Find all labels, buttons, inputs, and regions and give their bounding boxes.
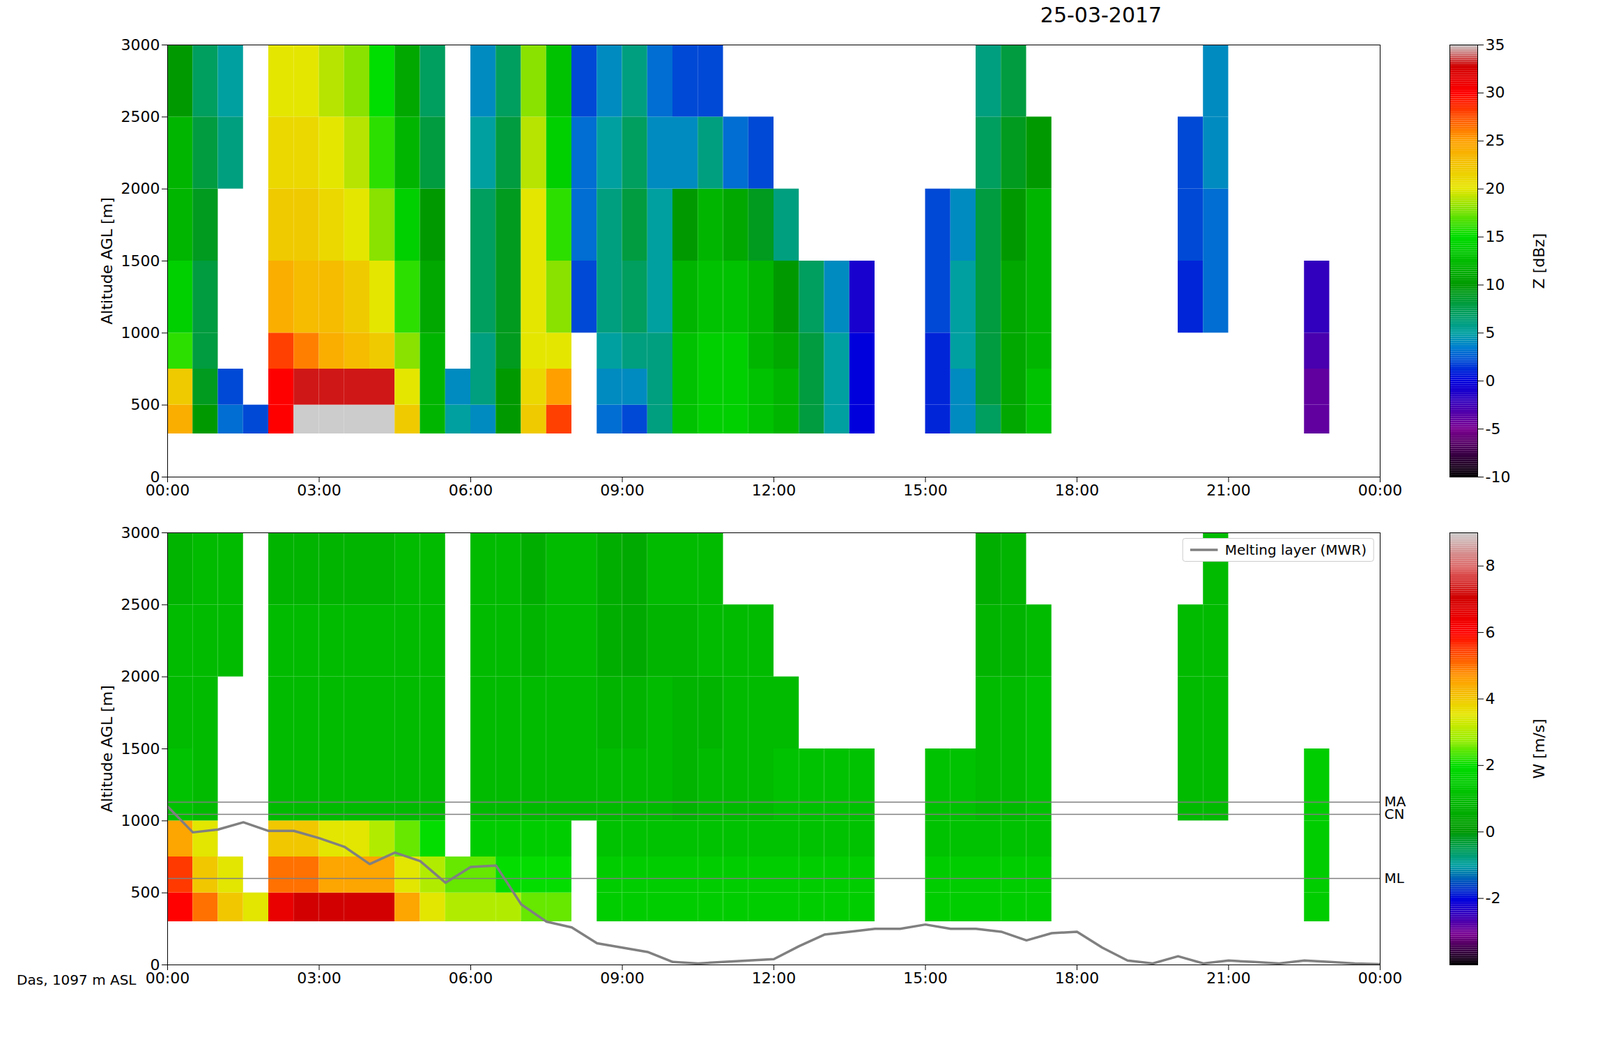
svg-text:3000: 3000	[121, 524, 161, 542]
svg-text:8: 8	[1485, 556, 1496, 575]
svg-text:MA: MA	[1384, 793, 1406, 811]
svg-text:-10: -10	[1485, 468, 1511, 486]
svg-text:W [m/s]: W [m/s]	[1530, 718, 1548, 779]
svg-text:00:00: 00:00	[145, 481, 190, 499]
svg-text:2500: 2500	[121, 595, 161, 614]
svg-text:03:00: 03:00	[296, 969, 341, 987]
html-text:Melting layer (MWR): Melting layer (MWR)	[1224, 541, 1367, 559]
svg-text:15:00: 15:00	[903, 969, 948, 987]
svg-text:1500: 1500	[121, 252, 161, 270]
svg-text:15: 15	[1485, 227, 1506, 246]
svg-text:18:00: 18:00	[1055, 969, 1099, 987]
svg-text:06:00: 06:00	[448, 481, 493, 499]
svg-text:CN: CN	[1384, 805, 1405, 823]
svg-text:3000: 3000	[121, 36, 161, 54]
svg-text:Das, 1097 m ASL: Das, 1097 m ASL	[16, 971, 137, 989]
svg-text:1000: 1000	[121, 324, 161, 342]
svg-text:09:00: 09:00	[600, 969, 644, 987]
svg-text:5: 5	[1485, 324, 1496, 342]
svg-text:0: 0	[1485, 822, 1496, 841]
svg-text:25: 25	[1485, 131, 1506, 150]
svg-text:4: 4	[1485, 689, 1496, 708]
svg-text:2: 2	[1485, 756, 1496, 774]
svg-text:10: 10	[1485, 275, 1506, 294]
svg-text:500: 500	[131, 395, 161, 414]
svg-text:-2: -2	[1485, 889, 1502, 907]
svg-text:00:00: 00:00	[145, 969, 190, 987]
svg-text:15:00: 15:00	[903, 481, 948, 499]
svg-text:Z [dBz]: Z [dBz]	[1530, 233, 1548, 290]
svg-text:1500: 1500	[121, 740, 161, 758]
svg-text:2500: 2500	[121, 108, 161, 126]
svg-text:06:00: 06:00	[448, 969, 493, 987]
svg-text:35: 35	[1485, 36, 1506, 54]
svg-text:12:00: 12:00	[751, 969, 796, 987]
svg-text:21:00: 21:00	[1206, 969, 1251, 987]
svg-text:00:00: 00:00	[1358, 969, 1403, 987]
svg-text:30: 30	[1485, 83, 1506, 102]
svg-text:500: 500	[131, 883, 161, 902]
svg-text:2000: 2000	[121, 179, 161, 198]
svg-text:09:00: 09:00	[600, 481, 644, 499]
svg-text:18:00: 18:00	[1055, 481, 1099, 499]
svg-text:6: 6	[1485, 623, 1496, 642]
svg-text:2000: 2000	[121, 667, 161, 686]
svg-text:12:00: 12:00	[751, 481, 796, 499]
svg-text:20: 20	[1485, 179, 1506, 198]
html-text:25-03-2017: 25-03-2017	[1040, 2, 1162, 28]
svg-text:Altitude AGL [m]: Altitude AGL [m]	[98, 685, 116, 813]
svg-text:0: 0	[150, 955, 160, 974]
svg-text:Altitude AGL [m]: Altitude AGL [m]	[98, 197, 116, 325]
svg-text:ML: ML	[1384, 869, 1405, 887]
svg-text:0: 0	[1485, 372, 1496, 390]
svg-text:00:00: 00:00	[1358, 481, 1403, 499]
svg-text:-5: -5	[1485, 420, 1502, 438]
svg-text:21:00: 21:00	[1206, 481, 1251, 499]
svg-text:1000: 1000	[121, 811, 161, 830]
svg-text:0: 0	[150, 467, 160, 486]
svg-text:03:00: 03:00	[296, 481, 341, 499]
